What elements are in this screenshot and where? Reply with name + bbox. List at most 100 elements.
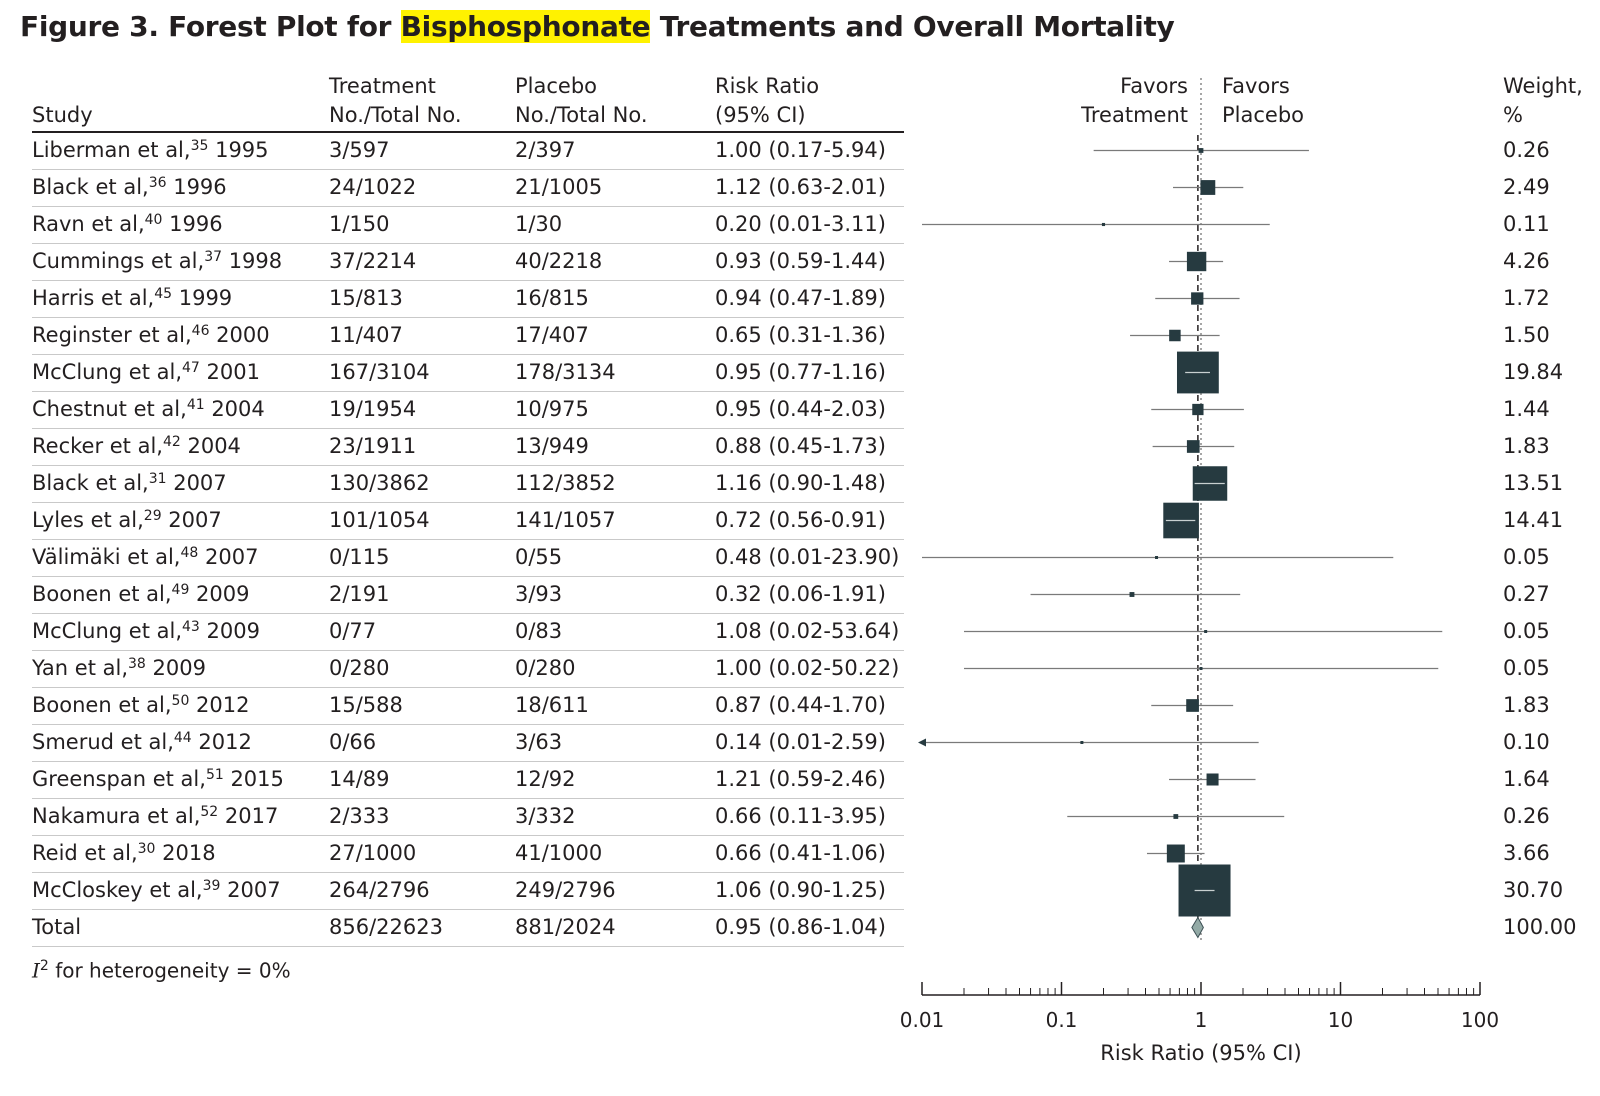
header-placebo: Placebo No./Total No. bbox=[515, 72, 648, 130]
treatment-count: 11/407 bbox=[329, 323, 403, 347]
study-year: 2007 bbox=[198, 545, 259, 569]
weight-value: 1.83 bbox=[1503, 434, 1550, 458]
total-row: Total 856/22623 881/2024 0.95 (0.86-1.04) bbox=[32, 910, 904, 947]
study-reference: 49 bbox=[171, 582, 190, 598]
table-header-rule bbox=[32, 131, 904, 133]
header-treatment: Treatment No./Total No. bbox=[329, 72, 462, 130]
placebo-count: 0/280 bbox=[515, 656, 576, 680]
table-row: Liberman et al,35 1995 3/597 2/397 1.00 (0.… bbox=[32, 133, 904, 170]
table-row: Välimäki et al,48 2007 0/115 0/55 0.48 (0.0… bbox=[32, 540, 904, 577]
risk-ratio-ci: 1.08 (0.02-53.64) bbox=[715, 619, 900, 643]
treatment-count: 15/813 bbox=[329, 286, 403, 310]
weight-value: 0.05 bbox=[1503, 619, 1550, 643]
placebo-count: 249/2796 bbox=[515, 878, 616, 902]
weight-value: 0.10 bbox=[1503, 730, 1550, 754]
x-axis-label: Risk Ratio (95% CI) bbox=[1100, 1041, 1301, 1065]
study-marker bbox=[1198, 148, 1204, 153]
study-name: Greenspan et al,51 2015 bbox=[32, 767, 284, 791]
header-favors-treatment-line2: Treatment bbox=[1081, 103, 1188, 127]
x-tick-label: 0.1 bbox=[1046, 1008, 1078, 1032]
study-author: Reid et al, bbox=[32, 841, 138, 865]
table-row: Black et al,31 2007 130/3862 112/3852 1.16 … bbox=[32, 466, 904, 503]
header-placebo-line2: No./Total No. bbox=[515, 103, 648, 127]
study-name: Boonen et al,49 2009 bbox=[32, 582, 249, 606]
study-name: Smerud et al,44 2012 bbox=[32, 730, 252, 754]
figure-label: Figure 3. bbox=[20, 10, 159, 43]
header-placebo-line1: Placebo bbox=[515, 74, 598, 98]
treatment-count: 37/2214 bbox=[329, 249, 417, 273]
study-reference: 47 bbox=[182, 360, 200, 376]
table-row: Nakamura et al,52 2017 2/333 3/332 0.66 (0.… bbox=[32, 799, 904, 836]
placebo-count: 0/55 bbox=[515, 545, 563, 569]
risk-ratio-ci: 0.65 (0.31-1.36) bbox=[715, 323, 886, 347]
table-row: Lyles et al,29 2007 101/1054 141/1057 0.72 … bbox=[32, 503, 904, 540]
placebo-count: 881/2024 bbox=[515, 915, 616, 939]
study-marker bbox=[1166, 844, 1185, 863]
risk-ratio-ci: 1.21 (0.59-2.46) bbox=[715, 767, 886, 791]
heterogeneity-note: I2 for heterogeneity = 0% bbox=[32, 958, 291, 983]
study-reference: 42 bbox=[162, 434, 181, 450]
table-row: Chestnut et al,41 2004 19/1954 10/975 0.95 … bbox=[32, 392, 904, 429]
table-row: Smerud et al,44 2012 0/66 3/63 0.14 (0.01-2… bbox=[32, 725, 904, 762]
placebo-count: 21/1005 bbox=[515, 175, 603, 199]
study-table: Liberman et al,35 1995 3/597 2/397 1.00 (0.… bbox=[32, 133, 904, 947]
table-row: Greenspan et al,51 2015 14/89 12/92 1.21 (0… bbox=[32, 762, 904, 799]
study-reference: 46 bbox=[191, 323, 210, 339]
study-name: Total bbox=[32, 915, 82, 939]
weight-value: 0.05 bbox=[1503, 545, 1550, 569]
weight-value: 3.66 bbox=[1503, 841, 1550, 865]
header-favors-treatment-line1: Favors bbox=[1120, 74, 1188, 98]
study-year: 2012 bbox=[191, 730, 252, 754]
header-rr-line1: Risk Ratio bbox=[715, 74, 820, 98]
header-favors-placebo-line2: Placebo bbox=[1222, 103, 1305, 127]
table-row: Black et al,36 1996 24/1022 21/1005 1.12 (0… bbox=[32, 170, 904, 207]
treatment-count: 15/588 bbox=[329, 693, 403, 717]
study-author: McClung et al, bbox=[32, 360, 182, 384]
weight-value: 30.70 bbox=[1503, 878, 1564, 902]
study-name: Harris et al,45 1999 bbox=[32, 286, 232, 310]
study-year: 2004 bbox=[204, 397, 265, 421]
treatment-count: 1/150 bbox=[329, 212, 390, 236]
weight-value: 19.84 bbox=[1503, 360, 1564, 384]
study-marker bbox=[1186, 440, 1200, 453]
placebo-count: 12/92 bbox=[515, 767, 576, 791]
study-author: Harris et al, bbox=[32, 286, 155, 310]
treatment-count: 27/1000 bbox=[329, 841, 417, 865]
placebo-count: 17/407 bbox=[515, 323, 589, 347]
study-reference: 29 bbox=[143, 508, 162, 524]
table-row: Boonen et al,50 2012 15/588 18/611 0.87 (0.… bbox=[32, 688, 904, 725]
weight-value: 0.05 bbox=[1503, 656, 1550, 680]
table-row: Ravn et al,40 1996 1/150 1/30 0.20 (0.01-3.… bbox=[32, 207, 904, 244]
study-year: 2012 bbox=[189, 693, 250, 717]
header-treatment-line1: Treatment bbox=[329, 74, 436, 98]
study-name: Nakamura et al,52 2017 bbox=[32, 804, 278, 828]
placebo-count: 10/975 bbox=[515, 397, 589, 421]
risk-ratio-ci: 1.00 (0.17-5.94) bbox=[715, 138, 886, 162]
placebo-count: 1/30 bbox=[515, 212, 563, 236]
risk-ratio-ci: 1.12 (0.63-2.01) bbox=[715, 175, 886, 199]
header-favors-placebo-line1: Favors bbox=[1222, 74, 1290, 98]
study-marker bbox=[1155, 556, 1159, 559]
study-author: Chestnut et al, bbox=[32, 397, 187, 421]
study-year: 1998 bbox=[222, 249, 283, 273]
study-reference: 51 bbox=[205, 767, 224, 783]
study-year: 1996 bbox=[162, 212, 223, 236]
study-marker bbox=[1173, 814, 1179, 819]
header-weight: Weight, % bbox=[1503, 72, 1583, 130]
weight-value: 0.26 bbox=[1503, 138, 1550, 162]
weight-value: 13.51 bbox=[1503, 471, 1564, 495]
treatment-count: 167/3104 bbox=[329, 360, 430, 384]
study-author: McCloskey et al, bbox=[32, 878, 203, 902]
figure-title-highlight: Bisphosphonate bbox=[400, 10, 651, 43]
header-treatment-line2: No./Total No. bbox=[329, 103, 462, 127]
study-marker bbox=[1101, 222, 1106, 227]
table-row: Reid et al,30 2018 27/1000 41/1000 0.66 (0.… bbox=[32, 836, 904, 873]
study-name: Lyles et al,29 2007 bbox=[32, 508, 222, 532]
study-name: Ravn et al,40 1996 bbox=[32, 212, 223, 236]
study-name: Liberman et al,35 1995 bbox=[32, 138, 269, 162]
study-year: 2000 bbox=[209, 323, 270, 347]
study-reference: 40 bbox=[144, 212, 163, 228]
study-reference: 45 bbox=[154, 286, 173, 302]
placebo-count: 0/83 bbox=[515, 619, 563, 643]
table-row: Harris et al,45 1999 15/813 16/815 0.94 (0.… bbox=[32, 281, 904, 318]
